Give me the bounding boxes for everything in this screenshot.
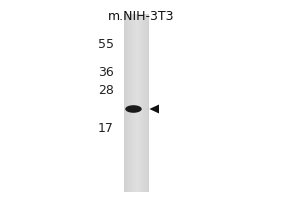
Bar <box>138 14 139 192</box>
Text: m.NIH-3T3: m.NIH-3T3 <box>108 10 175 23</box>
Bar <box>133 14 134 192</box>
Polygon shape <box>149 105 159 113</box>
Bar <box>143 14 144 192</box>
Bar <box>124 14 125 192</box>
Text: 55: 55 <box>98 38 114 50</box>
Bar <box>140 14 141 192</box>
Bar <box>130 14 131 192</box>
Text: 17: 17 <box>98 122 114 136</box>
Bar <box>125 14 126 192</box>
Bar <box>126 14 127 192</box>
Bar <box>142 14 143 192</box>
Bar <box>136 14 137 192</box>
Bar <box>132 14 133 192</box>
Bar <box>139 14 140 192</box>
Bar <box>147 14 148 192</box>
Bar <box>137 14 138 192</box>
Ellipse shape <box>125 105 142 113</box>
Text: 28: 28 <box>98 84 114 97</box>
Bar <box>145 14 146 192</box>
Bar <box>146 14 147 192</box>
Bar <box>129 14 130 192</box>
Bar <box>131 14 132 192</box>
Bar <box>144 14 145 192</box>
Text: 36: 36 <box>98 66 114 79</box>
Bar <box>135 14 136 192</box>
Bar <box>128 14 129 192</box>
Bar <box>148 14 149 192</box>
Bar <box>134 14 135 192</box>
Bar <box>127 14 128 192</box>
Bar <box>141 14 142 192</box>
